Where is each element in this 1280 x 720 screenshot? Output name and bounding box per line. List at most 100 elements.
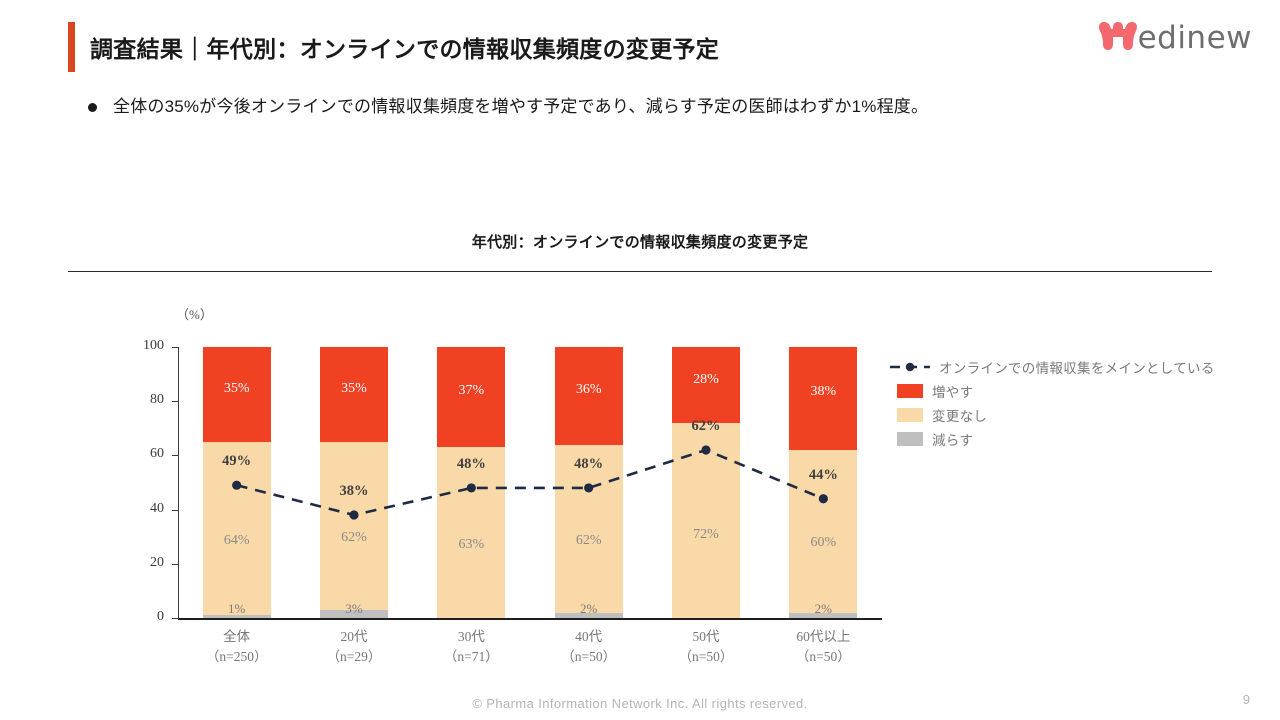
- bar-segment[interactable]: [437, 347, 506, 448]
- trend-line-marker[interactable]: [466, 483, 476, 493]
- bar-value-label: 64%: [223, 533, 250, 549]
- y-axis-tick-label: 100: [143, 338, 164, 353]
- stacked-bar[interactable]: [437, 347, 506, 618]
- chart-divider: [68, 271, 1212, 272]
- bar-segment[interactable]: [789, 449, 858, 613]
- bar-segment[interactable]: [202, 347, 271, 442]
- x-axis-category-count: （n=71）: [443, 648, 499, 664]
- legend-label: 変更なし: [932, 409, 988, 424]
- y-axis-tick-label: 40: [150, 500, 164, 516]
- bar-value-label: 37%: [458, 383, 485, 399]
- line-value-label: 38%: [339, 483, 369, 500]
- stacked-bar[interactable]: [202, 347, 271, 618]
- bar-value-label: 60%: [810, 535, 837, 551]
- legend-item[interactable]: 減らす: [890, 427, 1215, 451]
- logo-wordmark: edinew: [1137, 19, 1252, 56]
- legend-item[interactable]: 増やす: [890, 379, 1215, 403]
- chart-legend: オンラインでの情報収集をメインとしている増やす変更なし減らす: [890, 355, 1215, 451]
- legend-item[interactable]: 変更なし: [890, 403, 1215, 427]
- x-axis-category-name: 60代以上: [796, 629, 851, 644]
- stacked-bar[interactable]: [789, 347, 858, 618]
- trend-line-marker[interactable]: [701, 445, 711, 455]
- bullet-text: 全体の35%が今後オンラインでの情報収集頻度を増やす予定であり、減らす予定の医師…: [113, 97, 929, 116]
- bar-value-label: 38%: [810, 384, 837, 400]
- trend-line-marker[interactable]: [232, 480, 242, 490]
- bar-segment[interactable]: [320, 609, 388, 618]
- y-axis-tick: [172, 509, 179, 511]
- legend-line-marker-icon: [890, 360, 930, 374]
- y-axis-tick: [172, 455, 179, 457]
- x-axis-category-name: 50代: [692, 629, 720, 644]
- x-axis-category-label: 60代以上 （n=50）: [763, 627, 883, 666]
- y-axis-tick-label: 0: [157, 609, 164, 624]
- y-axis-line: [178, 347, 179, 618]
- chart-title: 年代別：オンラインでの情報収集頻度の変更予定: [471, 234, 809, 251]
- stacked-bar[interactable]: [320, 347, 388, 618]
- x-axis-category-label: 50代 （n=50）: [646, 627, 766, 666]
- line-series-layer: [0, 290, 1280, 680]
- medinew-logo: edinew: [1097, 16, 1252, 58]
- y-axis-tick: [172, 401, 179, 403]
- bar-series-layer: [0, 290, 1280, 680]
- legend-label: オンラインでの情報収集をメインとしている: [939, 361, 1215, 376]
- bar-value-label: 2%: [814, 601, 832, 616]
- legend-item[interactable]: オンラインでの情報収集をメインとしている: [890, 355, 1215, 379]
- line-value-label: 62%: [691, 417, 721, 434]
- x-axis-category-name: 20代: [340, 629, 368, 644]
- x-axis-category-count: （n=50）: [561, 648, 617, 664]
- y-axis-tick: [172, 347, 179, 348]
- bar-segment[interactable]: [554, 347, 623, 445]
- trend-line-marker[interactable]: [584, 483, 594, 493]
- x-axis-category-label: 40代 （n=50）: [529, 627, 649, 666]
- x-axis-category-label: 20代 （n=29）: [294, 627, 414, 666]
- x-axis-category-count: （n=250）: [205, 648, 268, 664]
- bar-segment[interactable]: [554, 444, 623, 613]
- line-value-label: 49%: [222, 453, 252, 470]
- bar-segment[interactable]: [672, 347, 740, 423]
- bar-segment[interactable]: [202, 441, 271, 616]
- bar-segment[interactable]: [202, 615, 271, 618]
- bar-value-label: 35%: [341, 380, 367, 396]
- y-axis-tick: [172, 563, 179, 565]
- x-axis-category-label: 30代 （n=71）: [411, 627, 531, 666]
- page-number: 9: [1242, 692, 1250, 707]
- legend-swatch: [897, 432, 923, 446]
- trend-line-marker[interactable]: [349, 510, 359, 520]
- y-axis-tick-label: 60: [150, 446, 164, 462]
- x-axis-line: [178, 618, 882, 620]
- bar-segment[interactable]: [789, 612, 858, 618]
- line-value-label: 48%: [456, 455, 486, 472]
- y-axis-tick-label: 80: [150, 392, 164, 408]
- page-title: 調査結果｜年代別：オンラインでの情報収集頻度の変更予定: [90, 36, 720, 62]
- trend-line: [236, 448, 824, 517]
- line-value-label: 48%: [574, 455, 604, 472]
- x-axis-category-label: 全体 （n=250）: [177, 627, 297, 666]
- medinew-m-mark-icon: [1097, 18, 1139, 57]
- x-axis-category-count: （n=29）: [326, 648, 382, 664]
- bar-segment[interactable]: [789, 347, 858, 450]
- bar-value-label: 28%: [693, 372, 719, 388]
- legend-label: 減らす: [932, 433, 974, 448]
- bar-value-label: 62%: [341, 530, 367, 546]
- title-accent-bar: [68, 22, 75, 72]
- bar-segment[interactable]: [554, 612, 623, 618]
- summary-bullet: 全体の35%が今後オンラインでの情報収集頻度を増やす予定であり、減らす予定の医師…: [88, 95, 1188, 119]
- data-labels-layer: 1% 64% 35% 3% 62% 35% 63% 37% 2% 62% 36% 72% 28% 2% 60…: [0, 290, 1280, 680]
- x-axis-category-name: 30代: [457, 629, 485, 644]
- x-axis-category-count: （n=50）: [678, 648, 734, 664]
- bar-segment[interactable]: [672, 422, 740, 618]
- bar-value-label: 2%: [579, 601, 598, 616]
- x-axis-category-name: 40代: [575, 629, 603, 644]
- stacked-bar[interactable]: [554, 347, 623, 618]
- y-axis-tick-label: 20: [150, 554, 164, 570]
- stacked-bar[interactable]: [672, 347, 740, 618]
- bar-segment[interactable]: [320, 347, 388, 442]
- y-axis-tick: [172, 618, 179, 619]
- line-value-label: 44%: [808, 466, 838, 483]
- trend-line-marker[interactable]: [818, 494, 828, 504]
- bar-segment[interactable]: [437, 447, 506, 618]
- footer-copyright: © Pharma Information Network Inc. All ri…: [472, 696, 808, 711]
- bar-segment[interactable]: [320, 441, 388, 610]
- bar-value-label: 63%: [458, 537, 485, 553]
